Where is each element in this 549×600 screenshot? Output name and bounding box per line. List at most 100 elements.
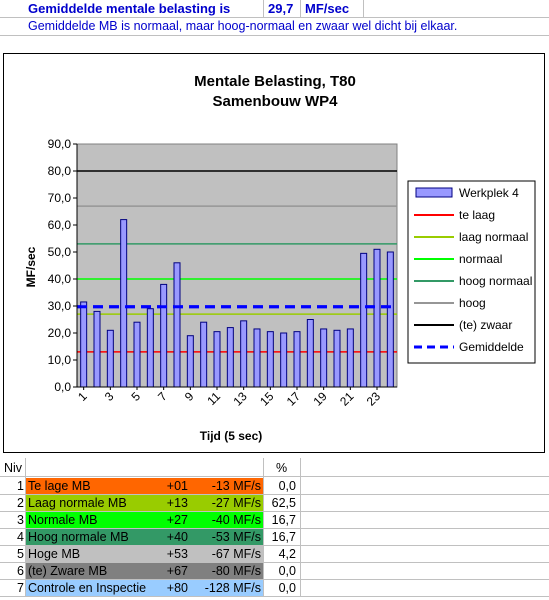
bar [306, 319, 314, 388]
level-label[interactable]: Hoge MB [28, 547, 81, 561]
bar [266, 331, 274, 388]
table-header-niv[interactable]: Niv [4, 461, 23, 475]
level-label[interactable]: Controle en Inspectie [28, 581, 147, 595]
bar [146, 308, 154, 388]
bar [360, 252, 368, 388]
level-color-band[interactable] [26, 495, 263, 511]
y-tick-label: 30,0 [48, 299, 72, 313]
level-color-band[interactable] [26, 478, 263, 494]
column-divider [25, 458, 26, 597]
level-upper-bound[interactable]: -80 MF/s [211, 564, 261, 578]
cell-divider [363, 0, 364, 17]
mean-unit[interactable]: MF/sec [305, 1, 350, 16]
level-upper-bound[interactable]: -128 MF/s [204, 581, 261, 595]
x-axis-label: Tijd (5 sec) [200, 429, 262, 443]
level-number[interactable]: 2 [17, 496, 24, 510]
level-upper-bound[interactable]: -27 MF/s [211, 496, 261, 510]
level-lower-bound[interactable]: +27 [166, 513, 188, 527]
y-tick-label: 80,0 [48, 164, 72, 178]
y-tick-label: 10,0 [48, 353, 72, 367]
level-percentage[interactable]: 0,0 [278, 581, 296, 595]
bar [293, 331, 301, 388]
level-number[interactable]: 5 [17, 547, 24, 561]
bar [280, 332, 288, 388]
bar [240, 320, 248, 388]
legend-entry: hoog normaal [459, 274, 532, 288]
y-tick-label: 20,0 [48, 326, 72, 340]
bar [120, 219, 128, 388]
level-number[interactable]: 4 [17, 530, 24, 544]
bar [106, 329, 114, 388]
level-lower-bound[interactable]: +01 [166, 479, 188, 493]
level-percentage[interactable]: 0,0 [278, 564, 296, 578]
chart-frame[interactable]: Mentale Belasting, T80 Samenbouw WP4 0,0… [3, 53, 545, 453]
header-row [0, 0, 549, 18]
legend: Werkplek 4 te laag laag normaal normaal hoog… [407, 180, 536, 364]
level-label[interactable]: Normale MB [28, 513, 98, 527]
bar [333, 329, 341, 388]
level-number[interactable]: 1 [17, 479, 24, 493]
level-percentage[interactable]: 16,7 [271, 530, 296, 544]
level-color-band[interactable] [26, 529, 263, 545]
x-tick-label: 21 [337, 389, 357, 409]
row-divider [0, 596, 549, 597]
x-tick-label: 7 [155, 389, 170, 404]
legend-swatch [415, 187, 453, 198]
row-divider [0, 562, 549, 563]
cell-divider [263, 0, 264, 17]
level-color-band[interactable] [26, 563, 263, 579]
plot-area [76, 143, 398, 388]
level-number[interactable]: 6 [17, 564, 24, 578]
y-axis-label: MF/sec [24, 246, 38, 287]
level-upper-bound[interactable]: -53 MF/s [211, 530, 261, 544]
level-label[interactable]: Laag normale MB [28, 496, 127, 510]
level-number[interactable]: 7 [17, 581, 24, 595]
x-tick-label: 13 [230, 389, 250, 409]
level-color-band[interactable] [26, 580, 263, 596]
y-tick-label: 90,0 [48, 137, 72, 151]
bar [226, 327, 234, 388]
bar [93, 310, 101, 388]
level-color-band[interactable] [26, 512, 263, 528]
level-label[interactable]: Hoog normale MB [28, 530, 129, 544]
level-lower-bound[interactable]: +80 [166, 581, 188, 595]
mean-value[interactable]: 29,7 [268, 1, 294, 16]
mean-note[interactable]: Gemiddelde MB is normaal, maar hoog-norm… [28, 19, 458, 33]
legend-entry: Gemiddelde [459, 340, 524, 354]
legend-box [407, 180, 536, 364]
chart-title: Mentale Belasting, T80 [194, 73, 356, 90]
level-percentage[interactable]: 62,5 [271, 496, 296, 510]
level-upper-bound[interactable]: -67 MF/s [211, 547, 261, 561]
x-tick-label: 5 [128, 389, 143, 404]
bar [133, 321, 141, 388]
row-divider [0, 545, 549, 546]
bar [160, 283, 168, 388]
level-percentage[interactable]: 0,0 [278, 479, 296, 493]
level-lower-bound[interactable]: +13 [166, 496, 188, 510]
y-tick-label: 60,0 [48, 218, 72, 232]
level-upper-bound[interactable]: -13 MF/s [211, 479, 261, 493]
x-tick-label: 23 [364, 389, 384, 409]
level-upper-bound[interactable]: -40 MF/s [211, 513, 261, 527]
row-divider [0, 528, 549, 529]
x-tick-label: 17 [284, 389, 304, 409]
level-label[interactable]: (te) Zware MB [28, 564, 108, 578]
y-tick-label: 0,0 [54, 380, 71, 394]
level-number[interactable]: 3 [17, 513, 24, 527]
mean-label[interactable]: Gemiddelde mentale belasting is [28, 1, 231, 16]
row-divider [0, 494, 549, 495]
level-percentage[interactable]: 16,7 [271, 513, 296, 527]
level-lower-bound[interactable]: +53 [166, 547, 188, 561]
level-percentage[interactable]: 4,2 [278, 547, 296, 561]
bar [346, 328, 354, 388]
table-header-pct[interactable]: % [276, 461, 288, 475]
level-color-band[interactable] [26, 546, 263, 562]
note-row [0, 17, 549, 36]
legend-entry: (te) zwaar [459, 318, 512, 332]
x-tick-label: 19 [310, 389, 330, 409]
cell-divider [300, 0, 301, 17]
bar [200, 321, 208, 388]
level-lower-bound[interactable]: +40 [166, 530, 188, 544]
level-label[interactable]: Te lage MB [28, 479, 91, 493]
level-lower-bound[interactable]: +67 [166, 564, 188, 578]
